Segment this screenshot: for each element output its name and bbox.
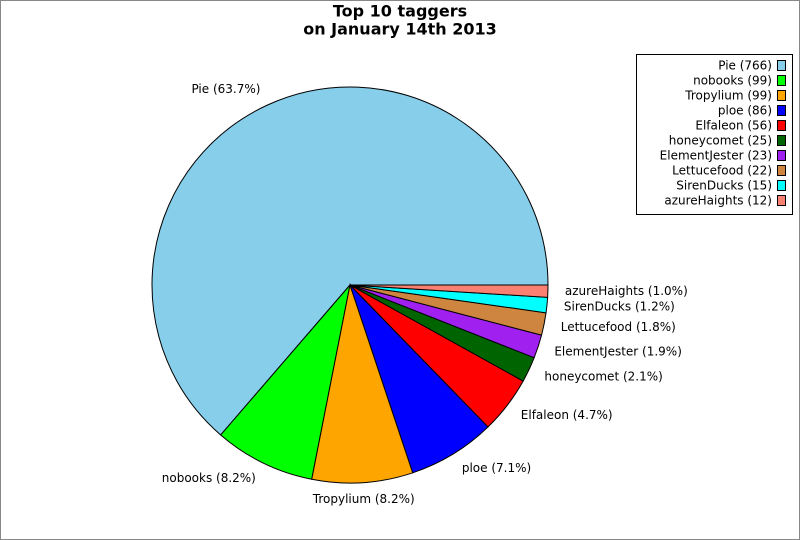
slice-label: Pie (63.7%) [191, 82, 260, 96]
legend-label: azureHaights (12) [664, 194, 772, 208]
legend-label: Lettucefood (22) [672, 164, 772, 178]
legend-swatch [777, 75, 786, 86]
slice-label: Lettucefood (1.8%) [561, 320, 676, 334]
legend-swatch [777, 195, 786, 206]
slice-label: ploe (7.1%) [462, 461, 531, 475]
legend-swatch [777, 60, 786, 71]
chart-title: Top 10 taggers [333, 2, 467, 21]
legend-label: nobooks (99) [693, 74, 772, 88]
slice-label: azureHaights (1.0%) [565, 284, 688, 298]
slice-label: honeycomet (2.1%) [544, 369, 662, 383]
chart-subtitle: on January 14th 2013 [303, 20, 497, 39]
legend-label: Tropylium (99) [684, 89, 772, 103]
legend-swatch [777, 120, 786, 131]
legend-swatch [777, 180, 786, 191]
legend-box [636, 54, 793, 215]
legend-swatch [777, 105, 786, 116]
slice-label: SirenDucks (1.2%) [564, 299, 675, 313]
legend-swatch [777, 150, 786, 161]
slice-label: ElementJester (1.9%) [554, 344, 682, 358]
legend-label: SirenDucks (15) [676, 179, 772, 193]
slice-label: nobooks (8.2%) [162, 471, 256, 485]
slice-label: Elfaleon (4.7%) [521, 408, 613, 422]
legend-label: honeycomet (25) [669, 134, 772, 148]
legend-swatch [777, 135, 786, 146]
pie-slice [349, 284, 549, 298]
slice-label: Tropylium (8.2%) [312, 492, 415, 506]
pie-slice [219, 283, 351, 480]
pie-slice [151, 86, 549, 436]
legend-label: Pie (766) [718, 59, 772, 73]
legend-label: ploe (86) [718, 104, 772, 118]
legend-swatch [777, 90, 786, 101]
legend-label: ElementJester (23) [660, 149, 772, 163]
pie-slice [311, 283, 414, 484]
legend-label: Elfaleon (56) [695, 119, 772, 133]
legend-swatch [777, 165, 786, 176]
